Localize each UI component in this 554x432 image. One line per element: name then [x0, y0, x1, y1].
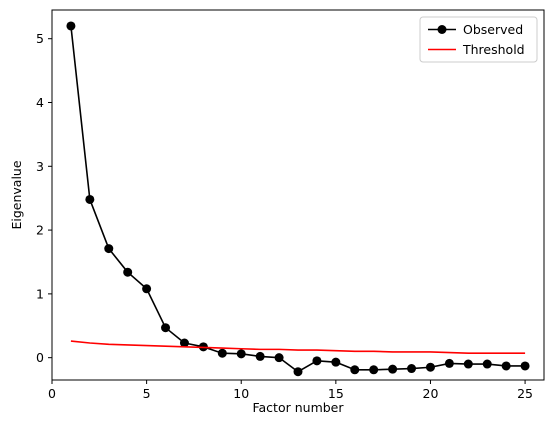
legend-box — [419, 16, 538, 63]
data-point-observed — [255, 351, 265, 361]
plot-background — [52, 10, 544, 380]
data-point-observed — [331, 357, 341, 367]
data-point-observed — [425, 362, 435, 372]
data-point-observed — [444, 358, 454, 368]
y-tick-label: 0 — [36, 350, 44, 365]
y-tick-label: 3 — [36, 159, 44, 174]
y-tick-label: 4 — [36, 95, 44, 110]
data-point-observed — [142, 284, 152, 294]
x-tick-label: 5 — [143, 386, 151, 401]
legend-threshold-label: Threshold — [462, 42, 525, 57]
data-point-observed — [350, 365, 360, 375]
data-point-observed — [179, 338, 189, 348]
ticks-layer: 0 5 10 15 20 25 0 1 2 3 4 5 — [36, 31, 533, 401]
data-point-observed — [104, 244, 114, 254]
plot-frame — [51, 9, 545, 381]
data-point-observed — [463, 359, 473, 369]
x-tick-label: 15 — [328, 386, 344, 401]
y-tick-label: 2 — [36, 223, 44, 238]
data-point-observed — [66, 21, 76, 31]
data-point-observed — [217, 348, 227, 358]
data-point-observed — [236, 349, 246, 359]
legend-observed-marker — [437, 25, 447, 34]
data-point-observed — [85, 194, 95, 204]
x-tick-label: 20 — [423, 386, 439, 401]
legend-observed-label: Observed — [463, 22, 523, 37]
x-tick-label: 0 — [48, 386, 56, 401]
y-tick-label: 5 — [36, 31, 44, 46]
series-layer — [66, 21, 530, 377]
data-point-observed — [312, 356, 322, 366]
data-point-observed — [501, 361, 511, 371]
series-line-threshold — [70, 340, 526, 355]
data-point-observed — [407, 364, 417, 374]
data-point-observed — [293, 367, 303, 377]
data-point-observed — [369, 365, 379, 375]
data-point-observed — [274, 353, 284, 363]
x-tick-label: 25 — [517, 386, 533, 401]
x-tick-label: 10 — [233, 386, 249, 401]
data-point-observed — [123, 267, 133, 277]
x-axis-label: Factor number — [252, 400, 344, 415]
data-point-observed — [388, 364, 398, 374]
legend: Observed Threshold — [419, 16, 538, 63]
data-point-observed — [482, 359, 492, 369]
y-axis-label: Eigenvalue — [9, 160, 24, 229]
y-tick-label: 1 — [36, 286, 44, 301]
data-point-observed — [520, 361, 530, 371]
data-point-observed — [161, 323, 171, 333]
